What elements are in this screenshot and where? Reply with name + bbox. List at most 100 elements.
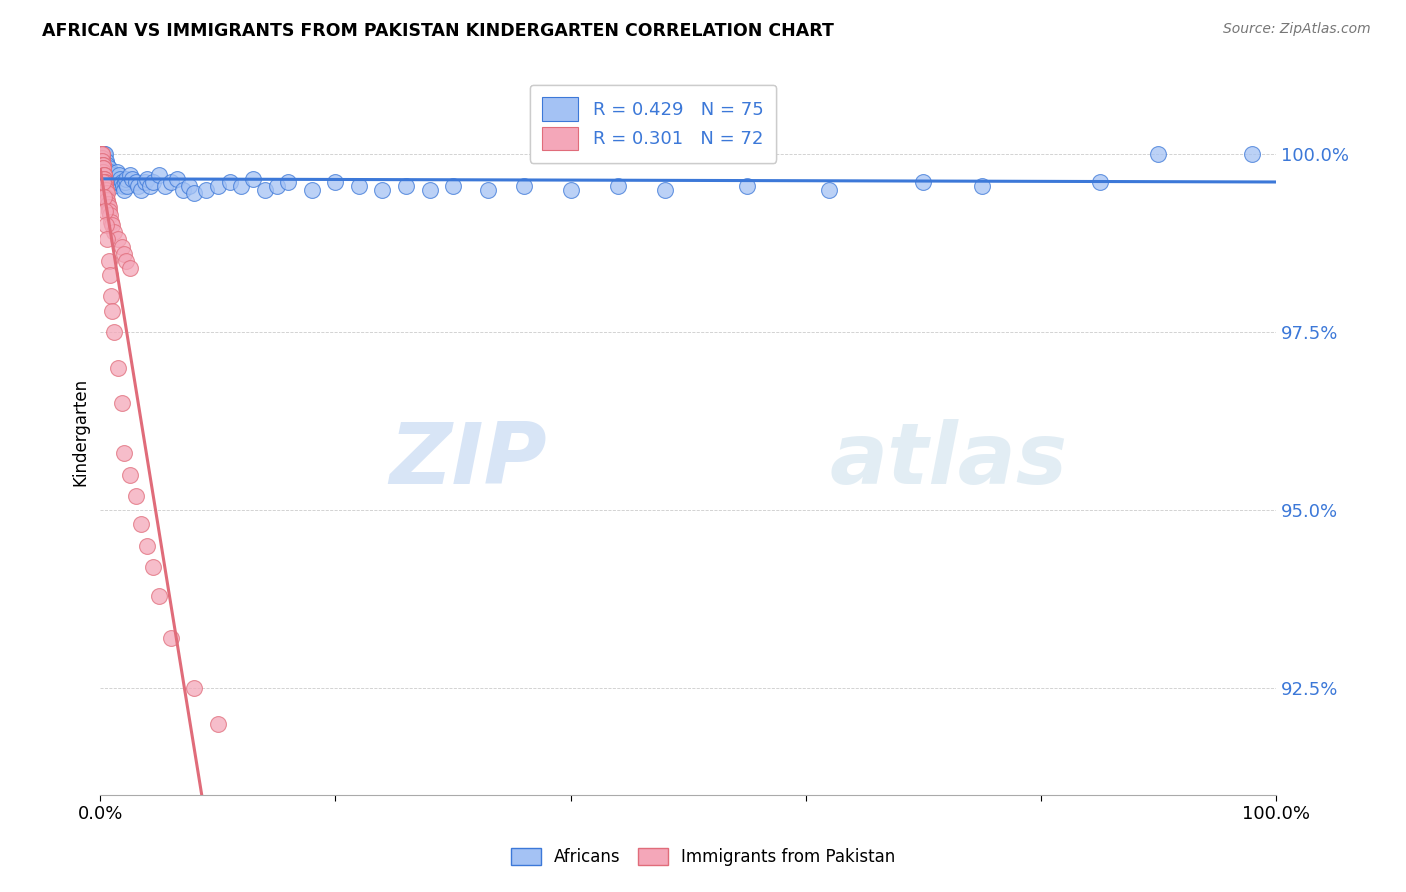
Point — [418, 183, 440, 197]
Point — [97, 165, 120, 179]
Legend: Africans, Immigrants from Pakistan: Africans, Immigrants from Pakistan — [502, 840, 904, 875]
Point — [90, 151, 112, 165]
Point — [96, 186, 118, 201]
Point — [441, 179, 464, 194]
Point — [195, 183, 218, 197]
Point — [93, 190, 115, 204]
Point — [98, 208, 121, 222]
Point — [103, 169, 125, 183]
Point — [96, 232, 118, 246]
Point — [148, 169, 170, 183]
Point — [101, 172, 124, 186]
Point — [512, 179, 534, 194]
Point — [207, 179, 229, 194]
Point — [110, 176, 132, 190]
Point — [98, 165, 121, 179]
Point — [90, 151, 112, 165]
Point — [91, 154, 114, 169]
Point — [183, 681, 205, 696]
Point — [96, 158, 118, 172]
Point — [100, 215, 122, 229]
Y-axis label: Kindergarten: Kindergarten — [72, 377, 89, 486]
Point — [94, 179, 117, 194]
Point — [242, 172, 264, 186]
Point — [112, 183, 135, 197]
Point — [107, 176, 129, 190]
Point — [325, 176, 347, 190]
Text: Source: ZipAtlas.com: Source: ZipAtlas.com — [1223, 22, 1371, 37]
Point — [166, 172, 188, 186]
Point — [96, 190, 118, 204]
Point — [91, 161, 114, 176]
Point — [371, 183, 394, 197]
Point — [100, 172, 122, 186]
Point — [107, 360, 129, 375]
Point — [97, 201, 120, 215]
Point — [560, 183, 582, 197]
Point — [93, 169, 115, 183]
Point — [207, 716, 229, 731]
Point — [90, 147, 112, 161]
Point — [103, 225, 125, 239]
Point — [1088, 176, 1111, 190]
Point — [91, 147, 114, 161]
Point — [94, 154, 117, 169]
Point — [112, 246, 135, 260]
Point — [266, 179, 288, 194]
Point — [93, 169, 115, 183]
Text: ZIP: ZIP — [389, 419, 547, 502]
Point — [91, 165, 114, 179]
Point — [91, 154, 114, 169]
Point — [115, 172, 138, 186]
Point — [231, 179, 253, 194]
Point — [124, 176, 146, 190]
Point — [118, 467, 141, 482]
Point — [477, 183, 499, 197]
Point — [91, 165, 114, 179]
Point — [100, 169, 122, 183]
Point — [606, 179, 628, 194]
Point — [134, 176, 156, 190]
Point — [94, 183, 117, 197]
Point — [96, 183, 118, 197]
Point — [114, 176, 136, 190]
Point — [91, 161, 114, 176]
Point — [91, 154, 114, 169]
Point — [93, 176, 115, 190]
Point — [96, 154, 118, 169]
Point — [91, 158, 114, 172]
Point — [818, 183, 841, 197]
Point — [93, 169, 115, 183]
Point — [96, 218, 118, 232]
Point — [94, 179, 117, 194]
Point — [90, 147, 112, 161]
Point — [136, 539, 159, 553]
Point — [93, 172, 115, 186]
Point — [104, 172, 127, 186]
Point — [172, 183, 194, 197]
Point — [654, 183, 676, 197]
Point — [124, 489, 146, 503]
Point — [91, 158, 114, 172]
Point — [277, 176, 299, 190]
Point — [110, 239, 132, 253]
Point — [97, 253, 120, 268]
Point — [136, 172, 159, 186]
Text: atlas: atlas — [830, 419, 1067, 502]
Point — [96, 194, 118, 208]
Point — [183, 186, 205, 201]
Point — [131, 517, 153, 532]
Point — [96, 161, 118, 176]
Point — [103, 325, 125, 339]
Point — [96, 186, 118, 201]
Point — [101, 303, 124, 318]
Point — [735, 179, 758, 194]
Point — [98, 268, 121, 282]
Point — [101, 176, 124, 190]
Point — [121, 172, 143, 186]
Text: AFRICAN VS IMMIGRANTS FROM PAKISTAN KINDERGARTEN CORRELATION CHART: AFRICAN VS IMMIGRANTS FROM PAKISTAN KIND… — [42, 22, 834, 40]
Point — [90, 147, 112, 161]
Point — [253, 183, 276, 197]
Point — [148, 589, 170, 603]
Point — [100, 289, 122, 303]
